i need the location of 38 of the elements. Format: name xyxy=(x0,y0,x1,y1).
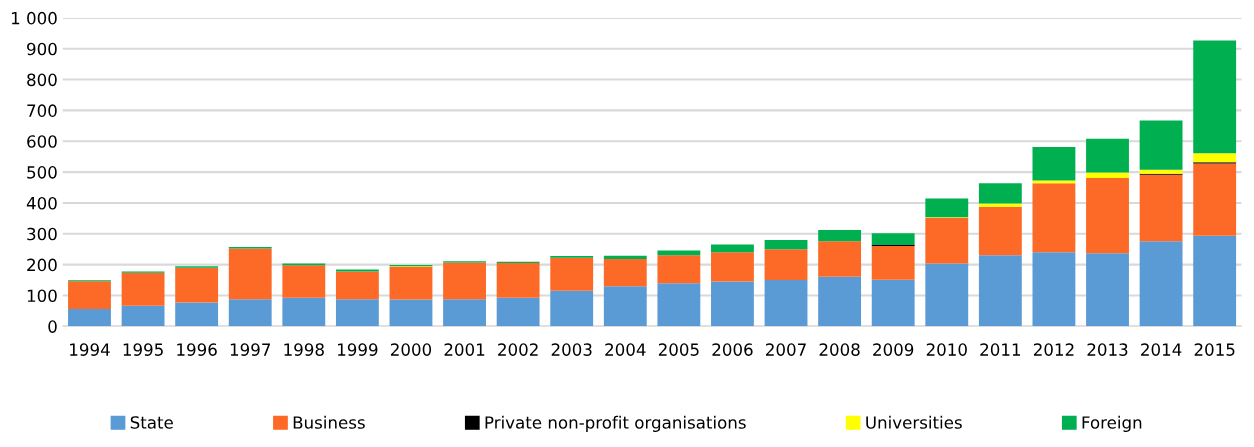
x-tick-label: 1998 xyxy=(284,343,324,356)
x-tick-label: 2015 xyxy=(1194,343,1235,356)
y-tick-label: 300 xyxy=(27,227,57,241)
x-tick-label: 1996 xyxy=(177,343,217,356)
x-tick-label: 2003 xyxy=(551,343,592,356)
y-tick-label: 700 xyxy=(27,104,57,117)
x-tick-label: 2014 xyxy=(1141,343,1182,356)
legend-label: Universities xyxy=(866,415,962,429)
x-tick-label: 2006 xyxy=(712,343,753,356)
y-tick-label: 0 xyxy=(48,320,57,333)
y-tick-label: 1 000 xyxy=(11,11,57,25)
x-tick-label: 2009 xyxy=(873,343,914,356)
x-tick-label: 1997 xyxy=(230,343,271,356)
y-tick-label: 500 xyxy=(27,166,57,179)
y-tick-label: 900 xyxy=(27,42,57,56)
x-tick-label: 2011 xyxy=(980,343,1021,356)
legend-label: Business xyxy=(293,415,365,429)
x-tick-label: 1999 xyxy=(338,343,378,356)
x-tick-label: 2002 xyxy=(498,343,538,356)
legend-label: State xyxy=(130,416,173,429)
y-tick-label: 100 xyxy=(27,289,57,303)
legend-label: Foreign xyxy=(1082,415,1142,432)
x-tick-label: 2005 xyxy=(658,343,699,356)
y-tick-label: 200 xyxy=(27,258,57,272)
legend-label: Private non-profit organisations xyxy=(485,415,746,432)
x-tick-label: 2001 xyxy=(444,343,485,356)
x-tick-label: 2008 xyxy=(819,343,860,356)
x-tick-label: 2007 xyxy=(766,343,806,356)
x-tick-label: 1995 xyxy=(123,343,163,356)
x-tick-label: 2013 xyxy=(1087,343,1128,356)
x-tick-label: 1994 xyxy=(70,343,110,356)
y-tick-label: 400 xyxy=(26,196,57,210)
x-tick-label: 2000 xyxy=(390,343,432,356)
x-tick-label: 2010 xyxy=(926,343,967,356)
y-tick-label: 800 xyxy=(27,73,57,87)
x-tick-label: 2012 xyxy=(1033,343,1074,356)
x-tick-label: 2004 xyxy=(605,343,646,356)
y-tick-label: 600 xyxy=(27,135,57,148)
